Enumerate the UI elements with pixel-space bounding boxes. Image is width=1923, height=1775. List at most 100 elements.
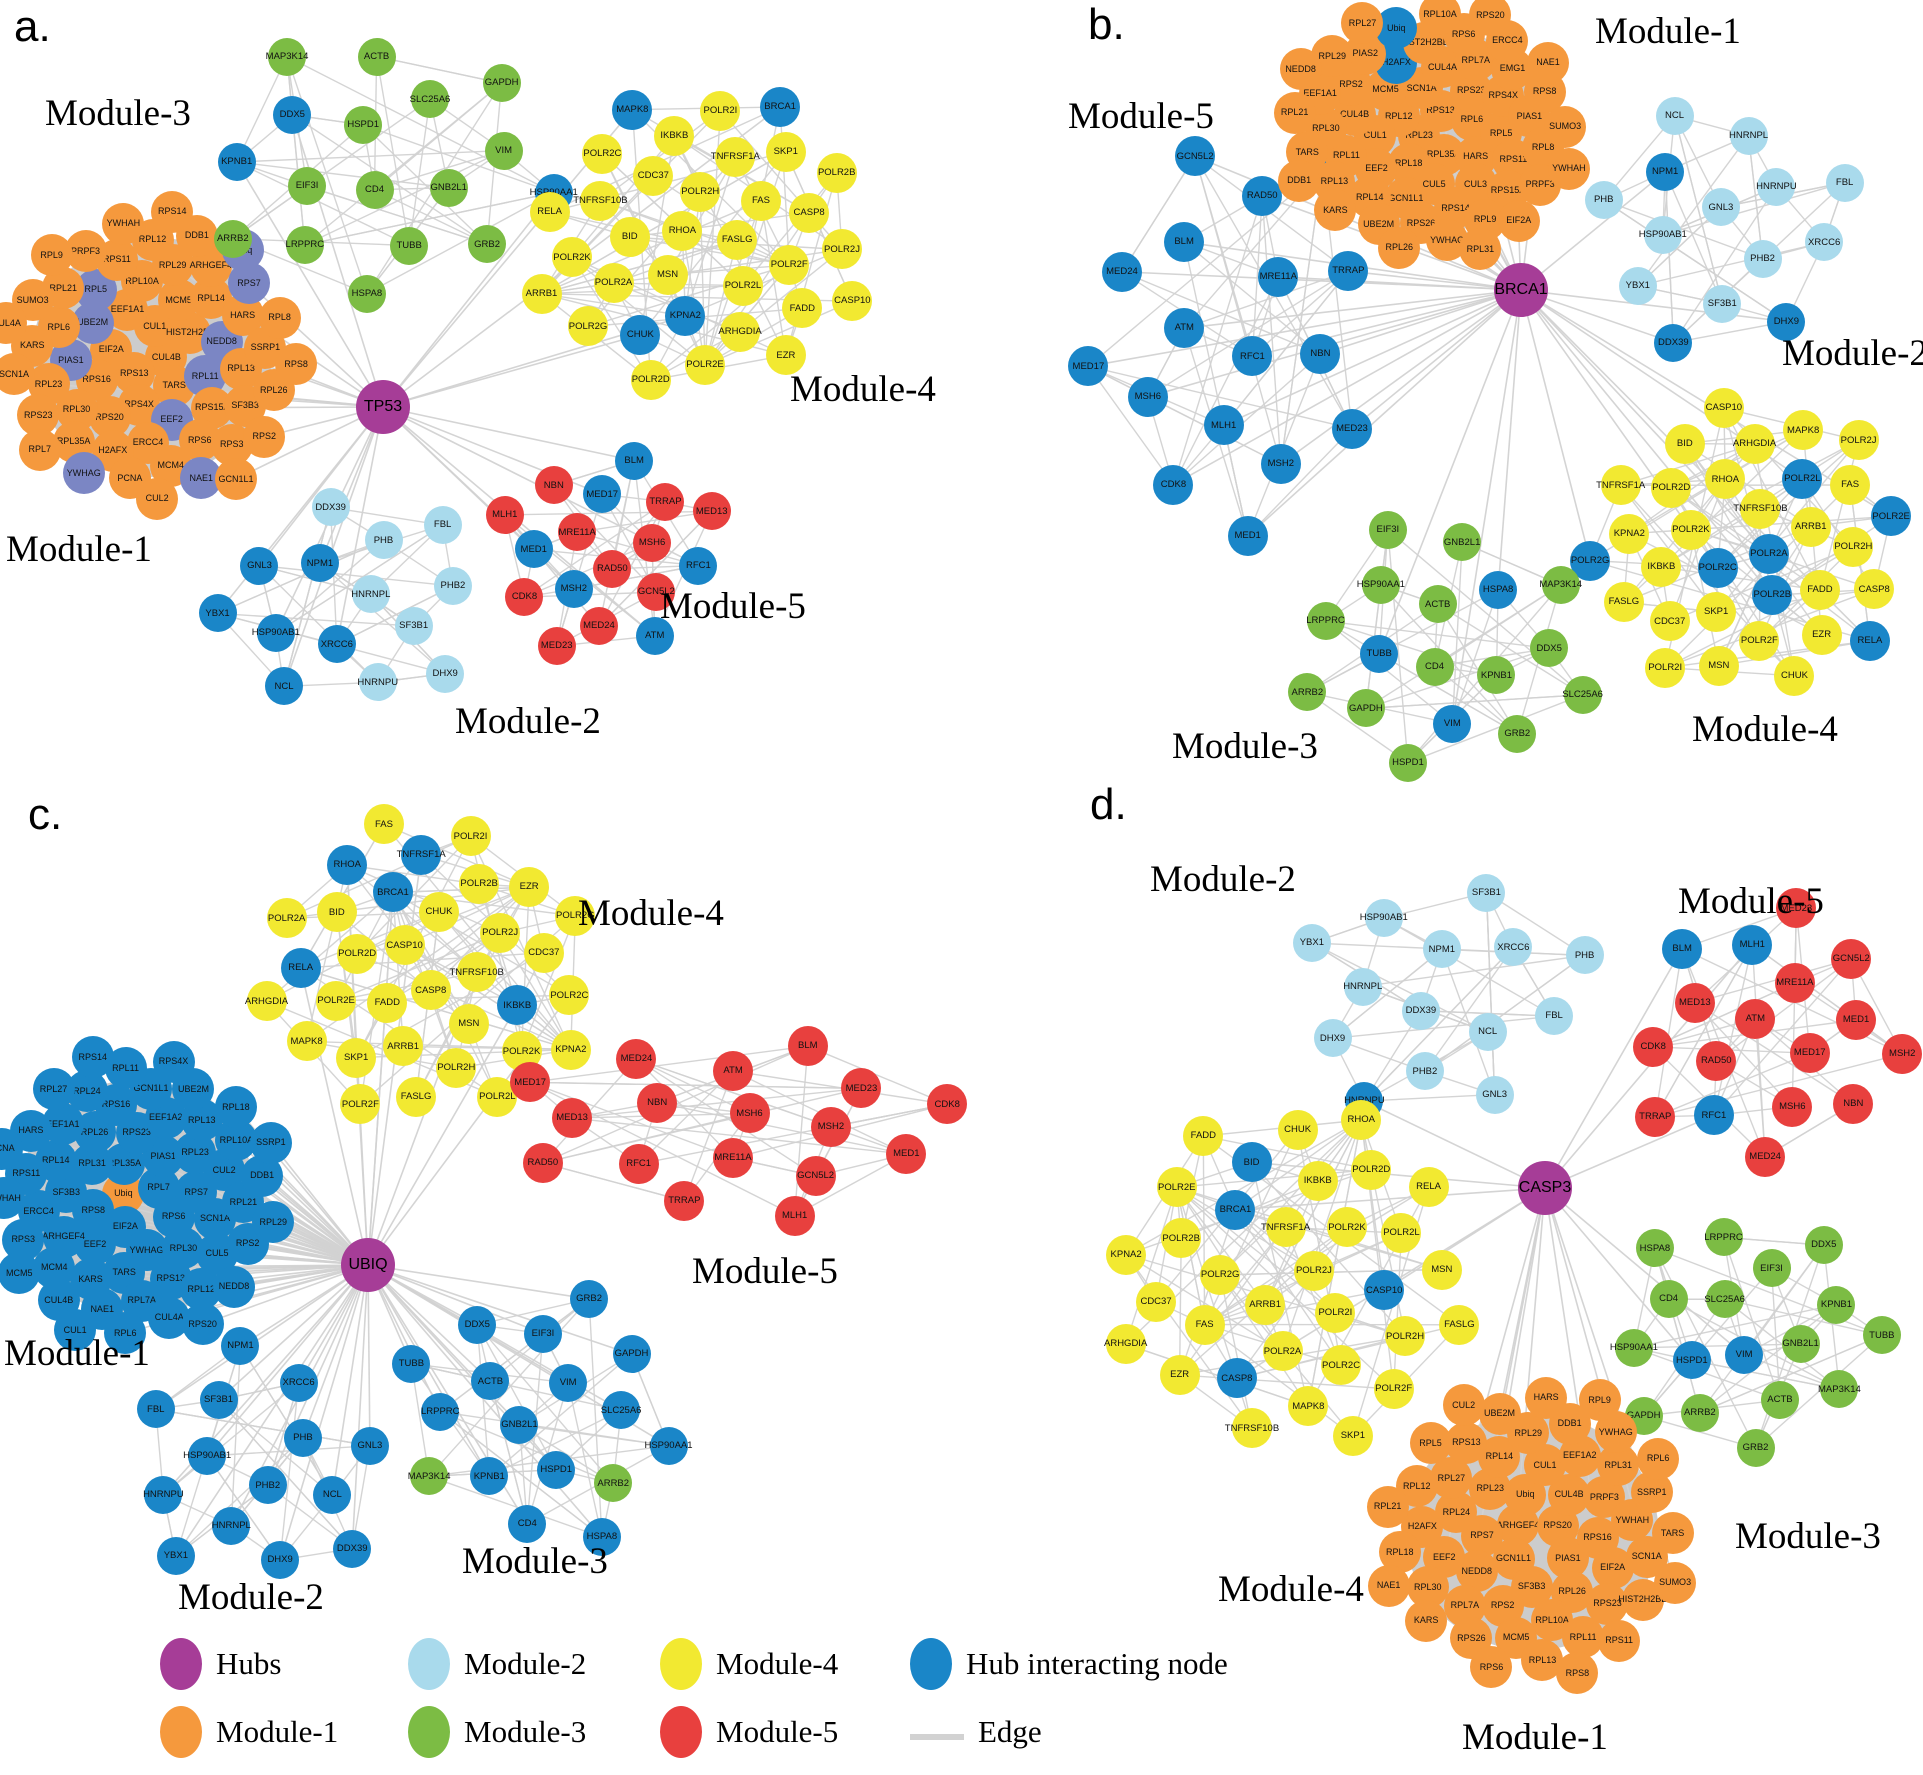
node-fadd[interactable]: FADD [367,982,408,1023]
node-ybx1[interactable]: YBX1 [1292,923,1331,962]
node-kpnb1[interactable]: KPNB1 [470,1457,509,1496]
node-dhx9[interactable]: DHX9 [1313,1019,1352,1058]
node-gnl3[interactable]: GNL3 [1475,1075,1514,1114]
node-ybx1[interactable]: YBX1 [198,594,237,633]
node-eif3i[interactable]: EIF3I [1752,1249,1791,1288]
node-hspa8[interactable]: HSPA8 [1635,1229,1674,1268]
node-blm[interactable]: BLM [787,1026,828,1067]
node-arrb1[interactable]: ARRB1 [383,1026,424,1067]
node-brca1[interactable]: BRCA1 [1215,1189,1256,1230]
node-ikbkb[interactable]: IKBKB [497,985,538,1026]
node-med17[interactable]: MED17 [1068,346,1109,387]
node-gapdh[interactable]: GAPDH [612,1335,651,1374]
node-grb2[interactable]: GRB2 [1736,1428,1775,1467]
node-fbl[interactable]: FBL [1825,163,1864,202]
node-phb[interactable]: PHB [1584,181,1623,220]
node-med1[interactable]: MED1 [514,530,553,569]
node-med24[interactable]: MED24 [616,1039,657,1080]
node-hspa8[interactable]: HSPA8 [582,1518,621,1557]
node-cul4b[interactable]: CUL4B [1548,1473,1591,1516]
node-cdc37[interactable]: CDC37 [1649,601,1690,642]
node-ddx5[interactable]: DDX5 [458,1305,497,1344]
node-slc25a6[interactable]: SLC25A6 [1562,675,1603,714]
node-grb2[interactable]: GRB2 [1498,714,1537,753]
node-mre11a[interactable]: MRE11A [558,513,597,552]
node-polr2e[interactable]: POLR2E [316,980,357,1021]
node-ybx1[interactable]: YBX1 [156,1536,195,1575]
node-ddx39[interactable]: DDX39 [1654,323,1693,362]
node-nedd8[interactable]: NEDD8 [1279,48,1322,91]
node-sf3b1[interactable]: SF3B1 [1467,873,1506,912]
node-hspd1[interactable]: HSPD1 [537,1450,576,1489]
node-msh2[interactable]: MSH2 [1882,1033,1923,1074]
node-tubb[interactable]: TUBB [1360,634,1399,673]
node-ddx39[interactable]: DDX39 [1401,991,1440,1030]
node-hsp90ab1[interactable]: HSP90AB1 [1360,899,1408,938]
node-tnfrsf1a[interactable]: TNFRSF1A [397,835,446,876]
node-polr2g[interactable]: POLR2G [568,306,609,347]
node-rfc1[interactable]: RFC1 [1693,1095,1734,1136]
node-sf3b1[interactable]: SF3B1 [394,607,433,646]
node-nbn[interactable]: NBN [1300,334,1341,375]
node-dhx9[interactable]: DHX9 [261,1541,300,1580]
node-fas[interactable]: FAS [1830,465,1871,506]
node-phb2[interactable]: PHB2 [1743,239,1782,278]
node-cdk8[interactable]: CDK8 [505,578,544,617]
node-ssrp1[interactable]: SSRP1 [249,1121,292,1164]
node-gcn5l2[interactable]: GCN5L2 [795,1156,836,1197]
node-med23[interactable]: MED23 [841,1068,882,1109]
node-ybx1[interactable]: YBX1 [1618,266,1657,305]
node-gnb2l1[interactable]: GNB2L1 [429,168,468,207]
node-hspd1[interactable]: HSPD1 [1388,743,1427,782]
node-polr2i[interactable]: POLR2I [1645,647,1686,688]
node-med13[interactable]: MED13 [1674,982,1715,1023]
node-cdk8[interactable]: CDK8 [927,1084,968,1125]
node-rpl9[interactable]: RPL9 [1578,1379,1621,1422]
node-rpl12[interactable]: RPL12 [1395,1465,1438,1508]
node-polr2d[interactable]: POLR2D [1651,467,1692,508]
node-npm1[interactable]: NPM1 [300,544,339,583]
node-cd4[interactable]: CD4 [508,1504,547,1543]
node-rpl27[interactable]: RPL27 [32,1068,75,1111]
node-rpl26[interactable]: RPL26 [1378,226,1421,269]
node-ddx5[interactable]: DDX5 [1804,1226,1843,1265]
node-atm[interactable]: ATM [1735,998,1776,1039]
node-rpl10a[interactable]: RPL10A [1418,0,1461,36]
node-tubb[interactable]: TUBB [1862,1316,1901,1355]
node-kars[interactable]: KARS [1405,1599,1448,1642]
node-msh6[interactable]: MSH6 [1127,376,1168,417]
node-polr2c[interactable]: POLR2C [582,133,623,174]
node-chuk[interactable]: CHUK [418,891,459,932]
node-arhgdia[interactable]: ARHGDIA [718,311,762,352]
node-rpl31[interactable]: RPL31 [1459,228,1502,271]
node-bid[interactable]: BID [316,892,357,933]
node-nbn[interactable]: NBN [534,466,573,505]
node-fbl[interactable]: FBL [136,1390,175,1429]
node-med13[interactable]: MED13 [692,492,731,531]
node-polr2h[interactable]: POLR2H [436,1048,477,1089]
node-rfc1[interactable]: RFC1 [1232,336,1273,377]
node-msh6[interactable]: MSH6 [729,1093,770,1134]
node-fadd[interactable]: FADD [1799,570,1840,611]
node-hnrnpl[interactable]: HNRNPL [1343,967,1382,1006]
node-polr2i[interactable]: POLR2I [450,816,491,857]
node-brca1[interactable]: BRCA1 [760,87,801,128]
node-rfc1[interactable]: RFC1 [679,546,718,585]
node-bid[interactable]: BID [1664,423,1705,464]
node-xrcc6[interactable]: XRCC6 [1805,223,1844,262]
node-ezr[interactable]: EZR [509,867,550,908]
node-atm[interactable]: ATM [1164,308,1205,349]
node-actb[interactable]: ACTB [471,1362,510,1401]
node-med24[interactable]: MED24 [1101,251,1142,292]
node-rad50[interactable]: RAD50 [1242,175,1283,216]
node-lrpprc[interactable]: LRPPRC [1306,602,1345,641]
node-polr2k[interactable]: POLR2K [552,237,593,278]
node-arhgdia[interactable]: ARHGDIA [245,981,288,1022]
node-kpna2[interactable]: KPNA2 [550,1029,591,1070]
node-fas[interactable]: FAS [741,181,781,222]
node-slc25a6[interactable]: SLC25A6 [1704,1280,1745,1319]
node-cdk8[interactable]: CDK8 [1153,464,1194,505]
node-blm[interactable]: BLM [1662,928,1703,969]
node-bid[interactable]: BID [609,217,650,258]
node-casp10[interactable]: CASP10 [832,281,873,322]
